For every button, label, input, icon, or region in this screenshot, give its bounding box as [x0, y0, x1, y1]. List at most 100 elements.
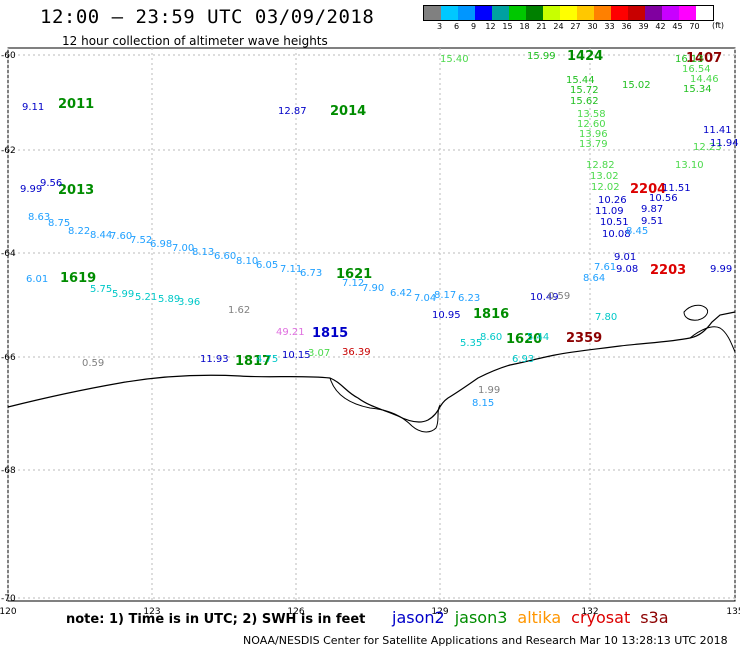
map-subtitle: 12 hour collection of altimeter wave hei…	[62, 34, 328, 48]
wave-height-value: 6.01	[26, 274, 48, 285]
wave-height-value: 6.23	[458, 293, 480, 304]
wave-height-value: 5.99	[112, 289, 134, 300]
scale-tick-label: 21	[536, 22, 547, 31]
latitude-tick-label: -66	[1, 353, 16, 363]
scale-swatch	[696, 6, 713, 20]
wave-height-value: 0.59	[548, 291, 570, 302]
pass-time-label: 2011	[58, 97, 94, 112]
wave-height-value: 6.60	[214, 251, 236, 262]
longitude-labels: 120 123 126 129 132 135	[0, 607, 740, 617]
scale-tick-label: 36	[621, 22, 632, 31]
wave-height-value: 8.45	[626, 226, 648, 237]
wave-height-value: 6.93	[512, 354, 534, 365]
coastline	[7, 304, 736, 433]
wave-height-value: 12.60	[577, 119, 606, 130]
wave-height-value: 15.62	[570, 96, 599, 107]
wave-height-value: 11.09	[595, 206, 624, 217]
pass-time-label: 2359	[566, 331, 602, 346]
wave-height-value: 11.93	[200, 354, 229, 365]
wave-height-value: 5.89	[158, 294, 180, 305]
scale-swatch	[662, 6, 679, 20]
wave-height-value: 6.42	[390, 288, 412, 299]
wave-height-value: 10.15	[282, 350, 311, 361]
satellite-legend: jason2 jason3 altika cryosat s3a	[392, 608, 679, 627]
wave-height-value: 15.40	[440, 54, 469, 65]
scale-tick-label: 18	[519, 22, 530, 31]
wave-height-value: 10.51	[600, 217, 629, 228]
wave-height-value: 12.23	[693, 142, 722, 153]
wave-height-value: 8.64	[583, 273, 605, 284]
wave-height-value: 16.13	[675, 54, 704, 65]
wave-height-value: 8.75	[48, 218, 70, 229]
wave-height-value: 15.72	[570, 85, 599, 96]
latitude-tick-label: -64	[1, 249, 16, 259]
latitude-tick-label: -68	[1, 466, 16, 476]
pass-time-label: 1620	[506, 332, 542, 347]
credit-footer: NOAA/NESDIS Center for Satellite Applica…	[243, 634, 728, 647]
wave-height-value: 14.46	[690, 74, 719, 85]
wave-height-value: 12.87	[278, 106, 307, 117]
scale-tick-label: 12	[485, 22, 496, 31]
wave-height-value: 5.44	[527, 332, 549, 343]
wave-height-value: 15.34	[683, 84, 712, 95]
wave-height-value: 7.80	[595, 312, 617, 323]
wave-height-value: 8.44	[90, 230, 112, 241]
pass-time-label: 1817	[235, 354, 271, 369]
pass-time-label: 2013	[58, 183, 94, 198]
scale-tick-label: 15	[502, 22, 513, 31]
longitude-tick-label: 126	[287, 607, 304, 617]
legend-altika: altika	[517, 608, 562, 627]
wave-height-value: 9.51	[641, 216, 663, 227]
island-outline	[683, 304, 709, 321]
map-title: 12:00 – 23:59 UTC 03/09/2018	[40, 6, 375, 28]
wave-height-value: 10.95	[432, 310, 461, 321]
coast-segment-east	[689, 326, 736, 353]
legend-jason2: jason2	[392, 608, 445, 627]
scale-tick-label: 24	[553, 22, 564, 31]
wave-height-value: 0.59	[82, 358, 104, 369]
wave-height-value: 5.35	[460, 338, 482, 349]
wave-height-value: 15.02	[622, 80, 651, 91]
wave-height-value: 6.05	[256, 260, 278, 271]
wave-height-value: 7.61	[594, 262, 616, 273]
wave-height-value: 9.56	[40, 178, 62, 189]
wave-height-value: 13.96	[579, 129, 608, 140]
wave-height-value: 13.02	[590, 171, 619, 182]
wave-height-value: 11.51	[662, 183, 691, 194]
legend-s3a: s3a	[640, 608, 669, 627]
graticule	[7, 48, 736, 601]
wave-height-value: 15.44	[566, 75, 595, 86]
pass-time-label: 1619	[60, 271, 96, 286]
pass-time-label: 1424	[567, 49, 603, 64]
pass-time-label: 1815	[312, 326, 348, 341]
map-frame	[7, 47, 736, 602]
pass-time-label: 2203	[650, 263, 686, 278]
wave-height-value: 3.96	[178, 297, 200, 308]
wave-height-value: 36.39	[342, 347, 371, 358]
latitude-tick-label: -70	[1, 594, 16, 604]
scale-swatch	[526, 6, 543, 20]
wave-height-value: 10.08	[602, 229, 631, 240]
scale-swatch	[492, 6, 509, 20]
scale-swatch	[475, 6, 492, 20]
wave-height-value: 12.82	[586, 160, 615, 171]
longitude-tick-label: 132	[581, 607, 598, 617]
wave-height-value: 7.12	[342, 278, 364, 289]
wave-height-value: 4.75	[256, 354, 278, 365]
scale-tick-label: 39	[638, 22, 649, 31]
scale-swatch	[441, 6, 458, 20]
wave-height-value: 8.10	[236, 256, 258, 267]
wave-height-value: 10.26	[598, 195, 627, 206]
wave-height-value: 7.90	[362, 283, 384, 294]
pass-time-label: 1816	[473, 307, 509, 322]
scale-tick-label: 70	[689, 22, 700, 31]
scale-tick-label: 45	[672, 22, 683, 31]
wave-height-value: 1.62	[228, 305, 250, 316]
scale-tick-label: 42	[655, 22, 666, 31]
scale-swatch	[509, 6, 526, 20]
wave-height-value: 9.08	[616, 264, 638, 275]
scale-swatch	[611, 6, 628, 20]
pass-time-label: 1621	[336, 267, 372, 282]
wave-height-value: 8.63	[28, 212, 50, 223]
scale-swatch	[628, 6, 645, 20]
